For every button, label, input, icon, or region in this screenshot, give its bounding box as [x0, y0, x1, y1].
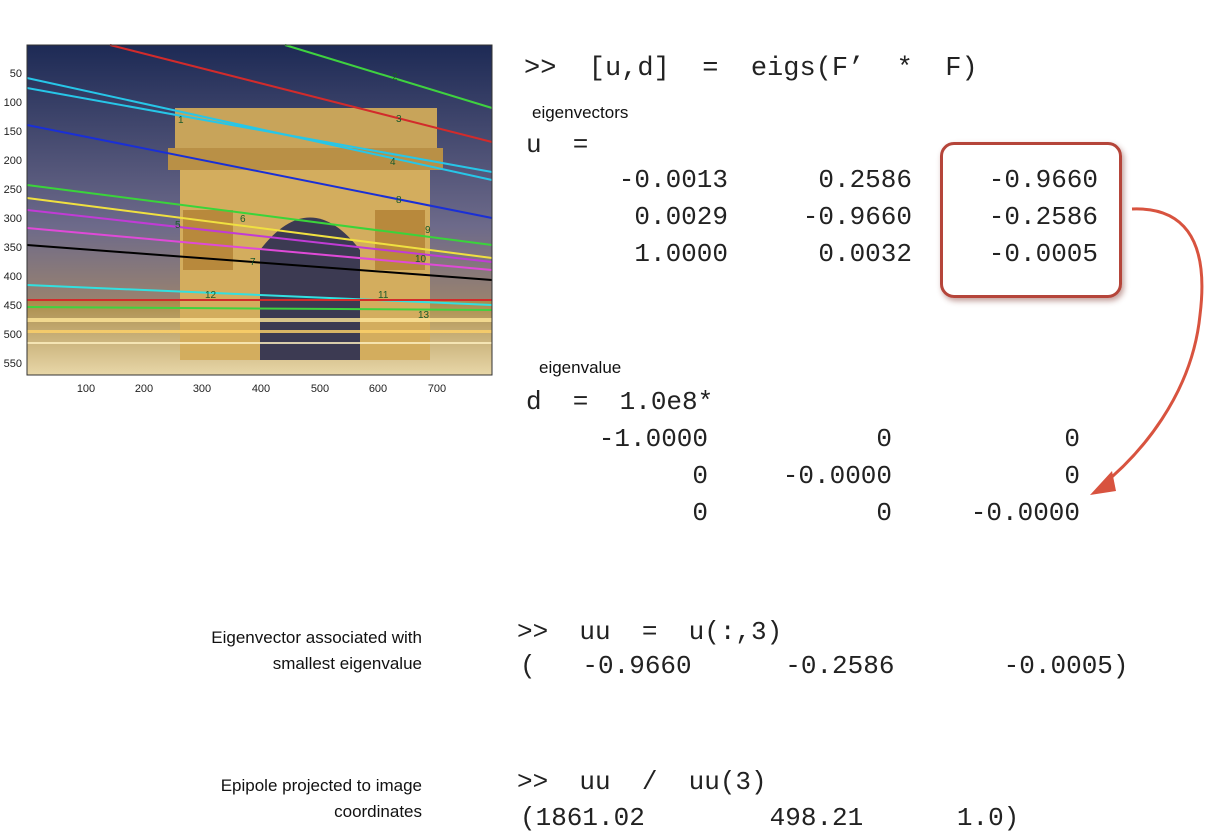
result-epipole: (1861.02 498.21 1.0): [520, 803, 1020, 833]
point-labels: 1 2 3 4 5 6 7 8 9 10 11 12 13: [175, 72, 431, 321]
x-axis: 100 200 300 400 500 600 700: [77, 383, 446, 395]
point-label: 8: [396, 195, 402, 206]
d-cell: 0: [1064, 461, 1080, 491]
x-tick-label: 100: [77, 383, 95, 395]
y-tick-label: 100: [4, 97, 22, 109]
d-cell: 0: [692, 498, 708, 528]
point-label: 13: [418, 310, 430, 321]
epipolar-lines: [26, 44, 493, 311]
x-tick-label: 400: [252, 383, 270, 395]
y-tick-label: 350: [4, 242, 22, 254]
y-tick-label: 500: [4, 329, 22, 341]
caption-epipole-line2: coordinates: [334, 802, 422, 821]
d-cell: 0: [692, 461, 708, 491]
caption-eigenvector-line2: smallest eigenvalue: [272, 654, 422, 673]
point-label: 10: [415, 254, 427, 265]
caption-epipole-line1: Epipole projected to image: [220, 776, 422, 795]
pointer-arrow-icon: [1090, 207, 1204, 495]
y-tick-label: 450: [4, 300, 22, 312]
u-cell: -0.9660: [802, 202, 912, 232]
d-cell: 0: [876, 424, 892, 454]
u-cell: -0.0013: [618, 165, 728, 195]
u-cell: 0.0032: [818, 239, 912, 269]
y-tick-label: 550: [4, 358, 22, 370]
d-cell: -0.0000: [970, 498, 1080, 528]
x-tick-label: 200: [135, 383, 153, 395]
u-cell: 1.0000: [634, 239, 728, 269]
result-uu: ( -0.9660 -0.2586 -0.0005): [520, 651, 1129, 681]
point-label: 11: [378, 290, 389, 301]
point-label: 6: [240, 214, 246, 225]
point-label: 1: [178, 115, 184, 126]
x-tick-label: 300: [193, 383, 211, 395]
d-cell: -1.0000: [598, 424, 708, 454]
point-label: 12: [205, 290, 217, 301]
third-column-highlight: [940, 142, 1122, 298]
point-label: 7: [250, 257, 256, 268]
u-cell: -0.2586: [988, 202, 1098, 232]
u-cell: -0.0005: [988, 239, 1098, 269]
epipolar-lines-figure: 1 2 3 4 5 6 7 8 9 10 11 12 13 50 100 150…: [0, 0, 500, 410]
point-label: 9: [425, 225, 431, 236]
y-tick-label: 300: [4, 213, 22, 225]
light-trails: [27, 318, 492, 344]
label-eigenvectors: eigenvectors: [532, 103, 629, 122]
command-normalize: >> uu / uu(3): [517, 767, 767, 797]
y-axis: 50 100 150 200 250 300 350 400 450 500 5…: [4, 68, 22, 370]
command-uu: >> uu = u(:,3): [517, 617, 783, 647]
y-tick-label: 200: [4, 155, 22, 167]
x-tick-label: 500: [311, 383, 329, 395]
arch-silhouette: [168, 108, 443, 360]
u-equals: u =: [526, 130, 589, 160]
axes-frame: [26, 44, 493, 376]
d-cell: 0: [876, 498, 892, 528]
point-label: 2: [392, 72, 398, 83]
y-tick-label: 150: [4, 126, 22, 138]
u-cell: 0.2586: [818, 165, 912, 195]
point-label: 5: [175, 220, 181, 231]
d-equals: d = 1.0e8*: [526, 387, 714, 417]
x-tick-label: 600: [369, 383, 387, 395]
point-label: 3: [396, 114, 402, 125]
u-cell: -0.9660: [988, 165, 1098, 195]
command-eigs: >> [u,d] = eigs(F’ * F): [524, 54, 978, 84]
u-cell: 0.0029: [634, 202, 728, 232]
point-label: 4: [390, 157, 396, 168]
y-tick-label: 250: [4, 184, 22, 196]
caption-eigenvector-line1: Eigenvector associated with: [211, 628, 422, 647]
y-tick-label: 50: [10, 68, 22, 80]
epipolar-plot: 1 2 3 4 5 6 7 8 9 10 11 12 13 50 100 150…: [4, 44, 493, 395]
label-eigenvalue: eigenvalue: [539, 358, 622, 377]
d-cell: -0.0000: [782, 461, 892, 491]
d-cell: 0: [1064, 424, 1080, 454]
y-tick-label: 400: [4, 271, 22, 283]
x-tick-label: 700: [428, 383, 446, 395]
